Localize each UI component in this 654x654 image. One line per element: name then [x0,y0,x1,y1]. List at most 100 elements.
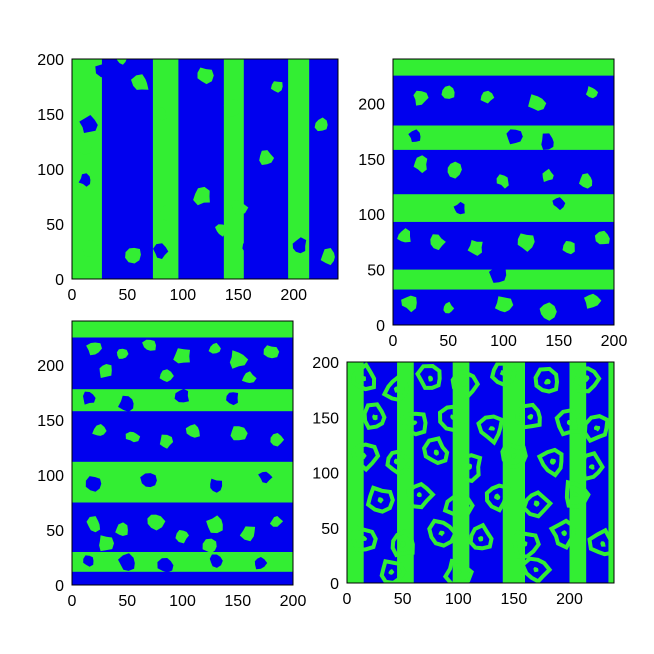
y-tick-label: 100 [358,207,385,224]
green-spot [397,228,411,243]
green-spot [159,204,175,222]
green-ring [442,558,474,583]
green-ring [580,450,605,482]
green-spot [239,526,256,542]
green-spot [361,452,367,460]
y-tick-label: 50 [46,217,64,234]
green-spot [92,424,107,436]
axis-frame [346,361,615,584]
green-ring [476,414,505,446]
green-spot [543,378,551,385]
green-spot [517,233,535,252]
y-tick-label: 200 [358,96,385,113]
blue-spot [95,61,114,78]
green-spot [416,492,422,498]
blue-spot [209,554,223,568]
blue-spot [118,553,135,571]
blue-spot [453,201,465,215]
green-spot [230,426,248,441]
blue-spot [85,476,102,492]
green-ring [421,436,450,466]
panel-bottom-left: 0 50 100 150 200 0 50 100 150 200 [37,320,306,610]
green-ring [548,518,576,550]
green-spot [399,540,406,548]
y-tick-label: 50 [321,521,339,538]
green-spot [314,117,328,132]
y-tick-label: 200 [37,358,64,375]
plot-area [393,59,614,325]
blue-spot [506,129,523,145]
axis-frame [392,58,615,326]
blue-spot [136,160,152,178]
blue-spot [489,266,507,283]
blue-spot [83,391,96,405]
green-spot [388,569,395,575]
green-ring [390,529,415,558]
green-spot [206,515,223,534]
green-spot [579,173,593,189]
y-tick-label: 100 [312,466,339,483]
green-spot [125,431,141,443]
blue-spot [174,388,189,403]
green-spot [466,463,472,470]
green-ring [511,530,541,559]
blue-spot [157,558,174,573]
green-ring [484,483,511,513]
green-spot [99,535,114,552]
green-ring [582,414,610,444]
x-tick-label: 100 [445,591,472,608]
blue-spot [258,471,273,484]
green-spot [447,161,462,179]
y-tick-label: 200 [312,355,339,372]
green-spot [241,371,257,383]
green-spot [594,230,610,245]
green-spot [542,168,554,182]
green-spot [539,302,557,321]
x-tick-label: 200 [280,287,307,304]
green-ring [573,366,602,394]
blue-band [72,571,293,585]
green-spot [455,569,462,576]
green-spot [74,139,92,155]
blue-spot [140,473,157,488]
green-ring [554,408,583,437]
blue-spot [254,557,268,570]
green-ring [381,373,410,402]
green-ring [515,402,542,430]
y-tick-label: 150 [37,413,64,430]
y-tick-label: 100 [37,162,64,179]
green-spot [393,458,401,465]
green-spot [488,426,495,431]
green-spot [480,90,495,104]
green-ring [500,441,528,470]
green-spot [455,503,462,509]
x-tick-label: 50 [439,333,457,350]
green-spot [477,536,484,542]
green-ring [442,492,475,522]
y-tick-label: 100 [37,468,64,485]
green-spot [511,453,517,459]
green-spot [527,413,534,420]
blue-band [72,411,293,462]
green-ring [533,366,560,394]
green-ring [379,559,407,583]
green-spot [360,375,366,382]
x-tick-label: 0 [343,591,352,608]
green-spot [125,247,141,264]
x-tick-label: 150 [224,593,251,610]
green-ring [520,556,553,583]
green-spot [131,74,149,90]
green-ring [362,402,387,430]
blue-band [393,149,614,195]
y-tick-label: 0 [376,318,385,335]
blue-band [525,362,570,583]
x-tick-label: 150 [501,591,528,608]
green-spot [270,81,283,93]
blue-band [309,59,338,279]
green-spot [263,345,280,359]
y-tick-label: 0 [330,576,339,593]
green-ring [406,481,436,510]
panel-top-right: 0 50 100 150 200 0 50 100 150 200 [358,58,627,350]
x-tick-label: 200 [556,591,583,608]
green-spot [229,350,249,369]
